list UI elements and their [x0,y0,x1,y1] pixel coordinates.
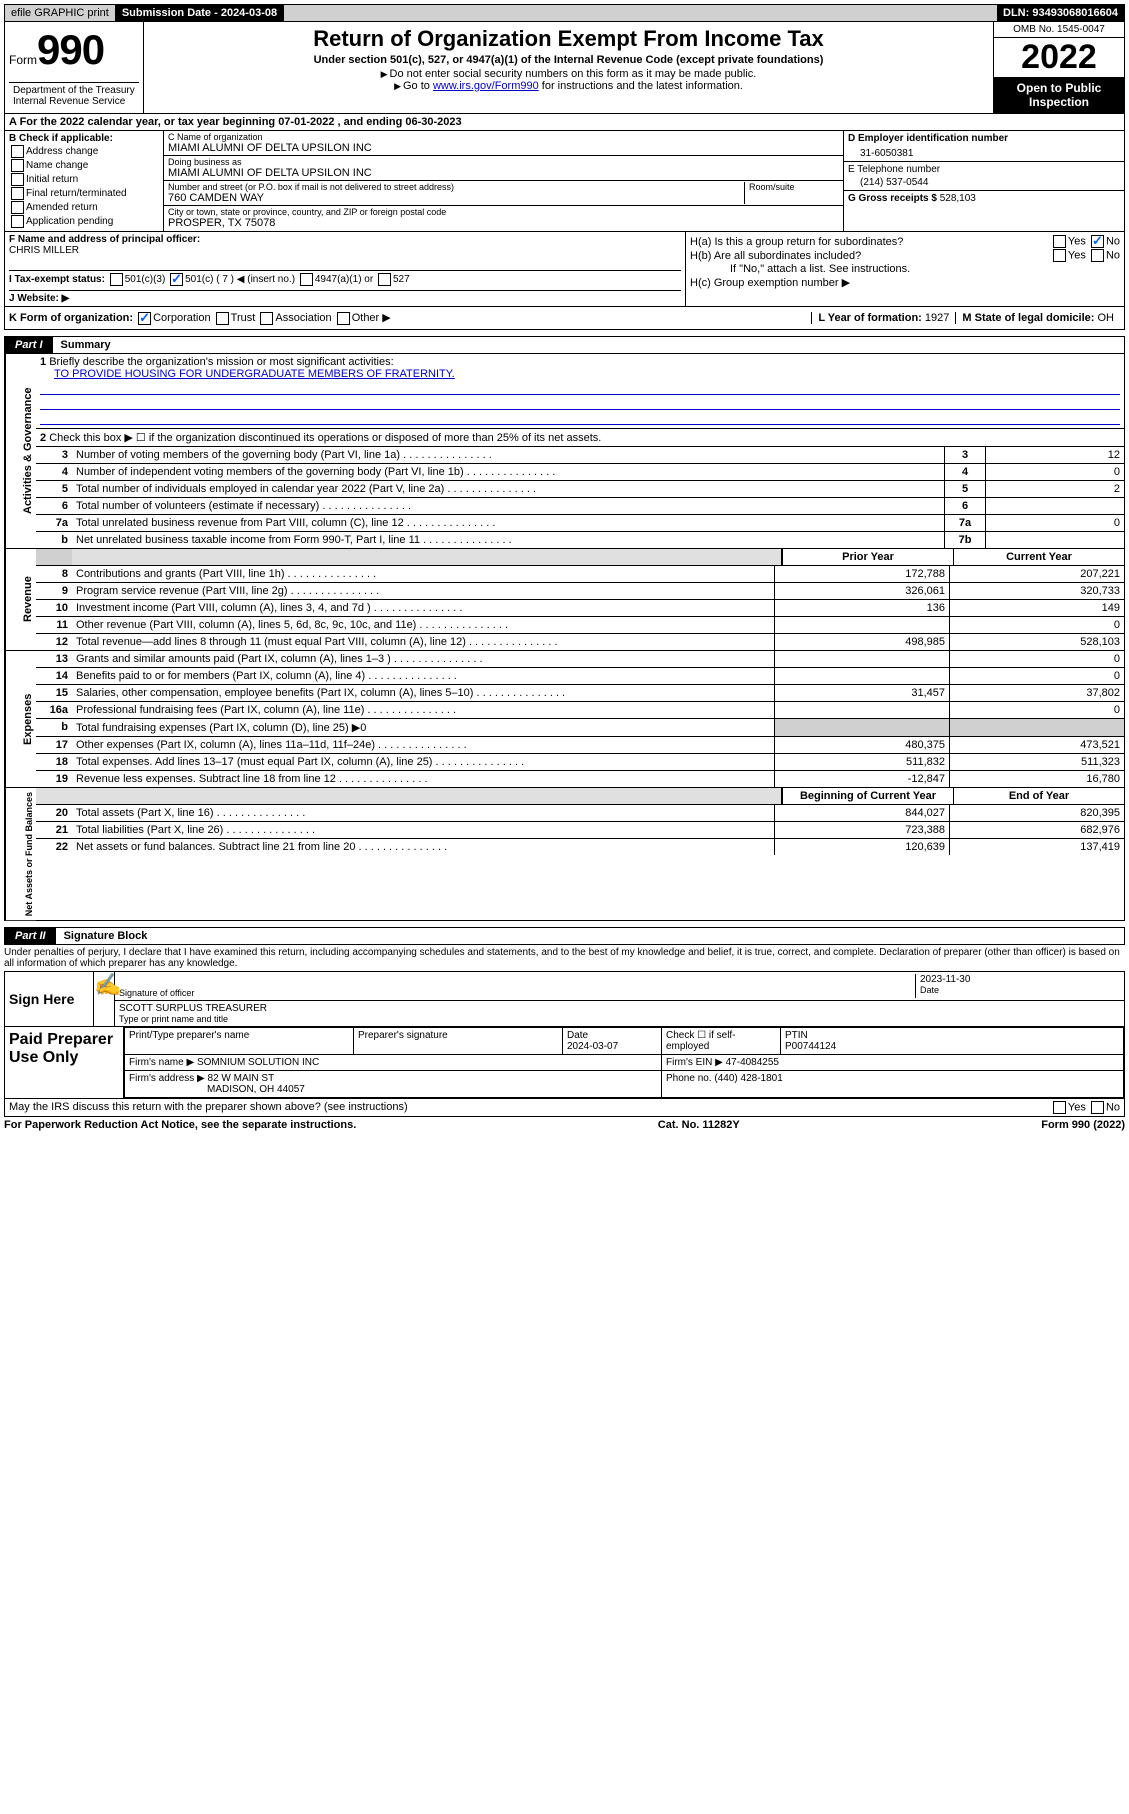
current-14: 0 [949,668,1124,684]
form-header: Form990 Department of the Treasury Inter… [4,22,1125,114]
efile-label[interactable]: efile GRAPHIC print [5,5,116,21]
org-name: MIAMI ALUMNI OF DELTA UPSILON INC [168,142,839,154]
state-domicile: OH [1098,312,1115,324]
prior-9: 326,061 [774,583,949,599]
section-c: C Name of organization MIAMI ALUMNI OF D… [164,131,844,231]
current-22: 137,419 [949,839,1124,855]
part1-header: Part I Summary [4,336,1125,354]
prior-19: -12,847 [774,771,949,787]
paid-preparer-block: Paid Preparer Use Only Print/Type prepar… [4,1027,1125,1099]
section-bcd: B Check if applicable: Address change Na… [4,131,1125,231]
current-19: 16,780 [949,771,1124,787]
prior-22: 120,639 [774,839,949,855]
current-15: 37,802 [949,685,1124,701]
pen-icon: ✍ [94,972,115,1026]
current-17: 473,521 [949,737,1124,753]
corp-checkbox[interactable] [138,312,151,325]
prior-13 [774,651,949,667]
gov-val-3: 12 [985,447,1124,463]
dln-number: DLN: 93493068016604 [997,5,1124,21]
submission-date: Submission Date - 2024-03-08 [116,5,284,21]
prior-8: 172,788 [774,566,949,582]
street-address: 760 CAMDEN WAY [168,192,744,204]
group-exemption: H(c) Group exemption number ▶ [690,276,850,289]
signature-block: Sign Here ✍ Signature of officer 2023-11… [4,971,1125,1027]
mission-text: TO PROVIDE HOUSING FOR UNDERGRADUATE MEM… [40,368,1120,380]
city-state-zip: PROSPER, TX 75078 [168,217,839,229]
section-b: B Check if applicable: Address change Na… [5,131,164,231]
prior-21: 723,388 [774,822,949,838]
officer-signed-name: SCOTT SURPLUS TREASURER [119,1003,1120,1014]
dept-label: Department of the Treasury Internal Reve… [9,82,139,109]
phone-value: (214) 537-0544 [848,175,1120,188]
current-8: 207,221 [949,566,1124,582]
omb-number: OMB No. 1545-0047 [994,22,1124,38]
summary-net-assets: Net Assets or Fund Balances Beginning of… [4,788,1125,921]
form-number: 990 [37,26,104,73]
prior-17: 480,375 [774,737,949,753]
summary-governance: Activities & Governance 1 Briefly descri… [4,354,1125,549]
dba-name: MIAMI ALUMNI OF DELTA UPSILON INC [168,167,839,179]
gov-val-7a: 0 [985,515,1124,531]
section-d: D Employer identification number 31-6050… [844,131,1124,231]
guide-1: Do not enter social security numbers on … [390,68,757,80]
prior-11 [774,617,949,633]
gov-val-7b [985,532,1124,548]
prep-date: 2024-03-07 [567,1041,618,1052]
form-subtitle: Under section 501(c), 527, or 4947(a)(1)… [148,54,989,66]
officer-name: CHRIS MILLER [9,245,681,256]
prior-16a [774,702,949,718]
gov-val-5: 2 [985,481,1124,497]
current-12: 528,103 [949,634,1124,650]
firm-address: 82 W MAIN ST [208,1073,275,1084]
prior-15: 31,457 [774,685,949,701]
current-21: 682,976 [949,822,1124,838]
current-13: 0 [949,651,1124,667]
prior-10: 136 [774,600,949,616]
current-9: 320,733 [949,583,1124,599]
current-18: 511,323 [949,754,1124,770]
firm-name: SOMNIUM SOLUTION INC [197,1057,319,1068]
section-fh: F Name and address of principal officer:… [4,231,1125,307]
form-title: Return of Organization Exempt From Incom… [148,26,989,52]
row-k: K Form of organization: Corporation Trus… [4,307,1125,330]
summary-revenue: Revenue Prior Year Current Year 8Contrib… [4,549,1125,651]
prior-14 [774,668,949,684]
page-footer: For Paperwork Reduction Act Notice, see … [4,1117,1125,1133]
firm-ein: 47-4084255 [726,1057,779,1068]
gross-receipts: 528,103 [940,193,976,204]
current-10: 149 [949,600,1124,616]
current-16a: 0 [949,702,1124,718]
ptin-value: P00744124 [785,1041,836,1052]
current-20: 820,395 [949,805,1124,821]
year-formation: 1927 [925,312,949,324]
part2-header: Part II Signature Block [4,927,1125,945]
website-label: J Website: ▶ [9,293,69,304]
prior-18: 511,832 [774,754,949,770]
group-return-no[interactable] [1091,235,1104,248]
gov-val-4: 0 [985,464,1124,480]
declaration-text: Under penalties of perjury, I declare th… [4,945,1125,971]
sig-date: 2023-11-30 [920,974,1120,985]
gov-val-6 [985,498,1124,514]
open-public-label: Open to Public Inspection [994,77,1124,113]
tax-year: 2022 [994,38,1124,77]
prior-12: 498,985 [774,634,949,650]
irs-link[interactable]: www.irs.gov/Form990 [433,80,539,92]
summary-expenses: Expenses 13Grants and similar amounts pa… [4,651,1125,788]
prior-20: 844,027 [774,805,949,821]
501c-checkbox[interactable] [170,273,183,286]
top-bar: efile GRAPHIC print Submission Date - 20… [4,4,1125,22]
form-prefix: Form [9,53,37,67]
current-11: 0 [949,617,1124,633]
prep-phone: (440) 428-1801 [714,1073,782,1084]
line-a-tax-year: A For the 2022 calendar year, or tax yea… [4,114,1125,131]
ein-value: 31-6050381 [848,144,1120,159]
